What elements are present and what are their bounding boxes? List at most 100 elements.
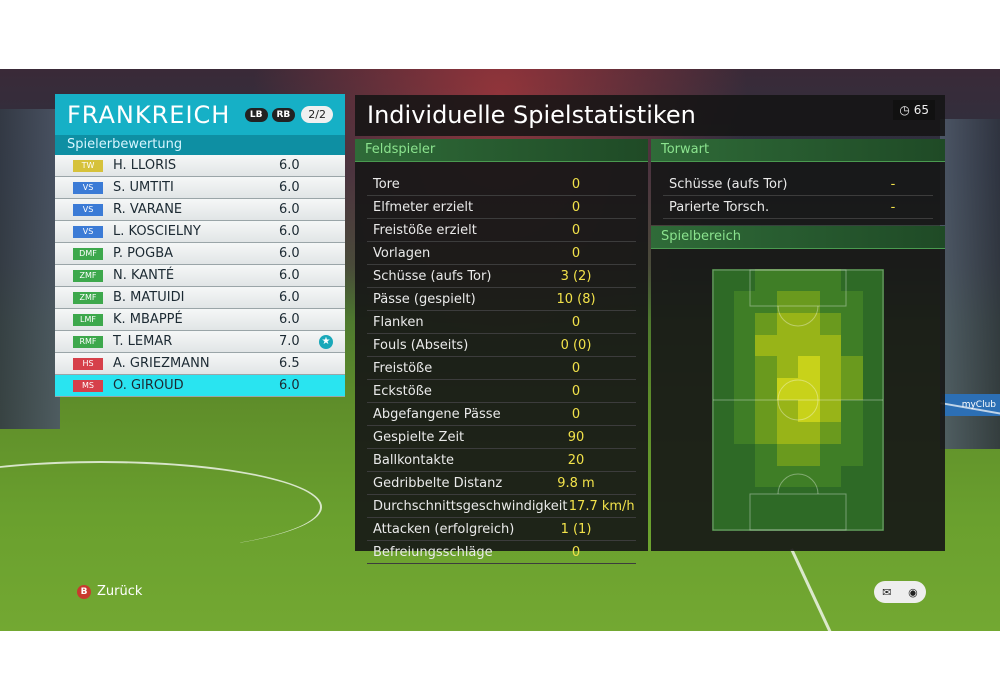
player-name: T. LEMAR — [113, 334, 173, 349]
position-badge: RMF — [73, 335, 103, 348]
stat-value: 0 — [571, 383, 581, 399]
chat-icon[interactable]: ✉ — [882, 585, 892, 599]
stat-value: 1 (1) — [560, 521, 592, 537]
heatmap-cell — [841, 465, 863, 488]
heatmap-cell — [776, 400, 798, 422]
heatmap-cell — [841, 356, 863, 379]
heatmap-cell — [819, 378, 841, 400]
heatmap-cell — [755, 269, 777, 291]
heatmap-cell — [798, 421, 820, 444]
goalkeeper-header: Torwart — [651, 139, 945, 162]
stat-row: Gespielte Zeit 90 — [367, 426, 636, 449]
heatmap-cell — [819, 509, 841, 531]
rb-button[interactable]: RB — [271, 107, 296, 122]
heatmap-cell — [755, 312, 777, 335]
player-row[interactable]: ZMF B. MATUIDI 6.0 — [55, 287, 345, 309]
player-name: N. KANTÉ — [113, 268, 175, 283]
player-row[interactable]: MS O. GIROUD 6.0 — [55, 375, 345, 397]
match-timer: ◷ 65 — [893, 100, 935, 120]
stat-row: Durchschnittsgeschwindigkeit 17.7 km/h — [367, 495, 636, 518]
stat-value: 0 — [571, 314, 581, 330]
heatmap-cell — [841, 290, 863, 313]
stat-row: Fouls (Abseits) 0 (0) — [367, 334, 636, 357]
heatmap-cell — [798, 400, 820, 422]
heatmap-cell — [776, 487, 798, 510]
heatmap-cell — [819, 400, 841, 422]
heatmap-cell — [755, 334, 777, 357]
player-rating: 6.0 — [279, 268, 300, 283]
heatmap-cell — [819, 269, 841, 291]
pitch-line — [790, 548, 844, 631]
heatmap-cell — [733, 312, 755, 335]
heatmap-cell — [712, 356, 734, 379]
heatmap-cell — [776, 509, 798, 531]
rs-icon[interactable]: ◉ — [908, 585, 918, 599]
lb-button[interactable]: LB — [244, 107, 268, 122]
heatmap-cell — [733, 443, 755, 466]
player-name: L. KOSCIELNY — [113, 224, 201, 239]
position-badge: MS — [73, 379, 103, 392]
left-stand — [0, 109, 60, 429]
player-name: O. GIROUD — [113, 378, 184, 393]
corner-buttons[interactable]: ✉ ◉ — [874, 581, 926, 603]
heatmap-cell — [819, 312, 841, 335]
stat-row: Befreiungsschläge 0 — [367, 541, 636, 564]
heatmap-cell — [798, 269, 820, 291]
heatmap-cell — [862, 509, 884, 531]
player-row[interactable]: VS L. KOSCIELNY 6.0 — [55, 221, 345, 243]
heatmap-cell — [776, 312, 798, 335]
player-rating: 6.0 — [279, 246, 300, 261]
heatmap-cell — [712, 334, 734, 357]
stat-label: Abgefangene Pässe — [373, 406, 501, 422]
position-badge: VS — [73, 225, 103, 238]
stat-label: Eckstöße — [373, 383, 432, 399]
player-row[interactable]: LMF K. MBAPPÉ 6.0 — [55, 309, 345, 331]
heatmap-cell — [798, 509, 820, 531]
stat-label: Freistöße — [373, 360, 433, 376]
stat-row: Pässe (gespielt) 10 (8) — [367, 288, 636, 311]
play-area-header: Spielbereich — [651, 226, 945, 249]
stat-row: Abgefangene Pässe 0 — [367, 403, 636, 426]
heatmap-cell — [862, 290, 884, 313]
heatmap-cell — [755, 487, 777, 510]
heatmap-cell — [798, 443, 820, 466]
stat-value: 3 (2) — [560, 268, 592, 284]
player-row[interactable]: DMF P. POGBA 6.0 — [55, 243, 345, 265]
position-badge: ZMF — [73, 291, 103, 304]
stat-row: Elfmeter erzielt 0 — [367, 196, 636, 219]
stat-value: 9.8 m — [557, 475, 595, 491]
heatmap-cell — [862, 443, 884, 466]
back-button[interactable]: B Zurück — [77, 584, 142, 599]
heatmap-cell — [798, 312, 820, 335]
player-row[interactable]: VS R. VARANE 6.0 — [55, 199, 345, 221]
stat-label: Gespielte Zeit — [373, 429, 465, 445]
heatmap-cell — [819, 421, 841, 444]
player-name: P. POGBA — [113, 246, 174, 261]
stat-row: Attacken (erfolgreich) 1 (1) — [367, 518, 636, 541]
heatmap-cell — [712, 312, 734, 335]
player-row[interactable]: TW H. LLORIS 6.0 — [55, 155, 345, 177]
heatmap-cell — [733, 356, 755, 379]
player-row[interactable]: HS A. GRIEZMANN 6.5 — [55, 353, 345, 375]
position-badge: LMF — [73, 313, 103, 326]
player-row[interactable]: RMF T. LEMAR 7.0 ★ — [55, 331, 345, 353]
player-row[interactable]: ZMF N. KANTÉ 6.0 — [55, 265, 345, 287]
player-rating: 6.5 — [279, 356, 300, 371]
heatmap-cell — [755, 356, 777, 379]
timer-value: 65 — [913, 103, 929, 117]
heatmap-cell — [776, 443, 798, 466]
stat-row: Eckstöße 0 — [367, 380, 636, 403]
position-badge: ZMF — [73, 269, 103, 282]
team-name: FRANKREICH — [67, 100, 231, 129]
heatmap — [712, 269, 884, 531]
heatmap-cell — [776, 334, 798, 357]
heatmap-grid — [712, 269, 884, 531]
heatmap-cell — [841, 378, 863, 400]
stat-label: Attacken (erfolgreich) — [373, 521, 515, 537]
player-row[interactable]: VS S. UMTITI 6.0 — [55, 177, 345, 199]
stat-value: 90 — [567, 429, 585, 445]
heatmap-cell — [841, 269, 863, 291]
page-indicator: 2/2 — [301, 106, 333, 123]
player-name: K. MBAPPÉ — [113, 312, 183, 327]
heatmap-cell — [862, 356, 884, 379]
